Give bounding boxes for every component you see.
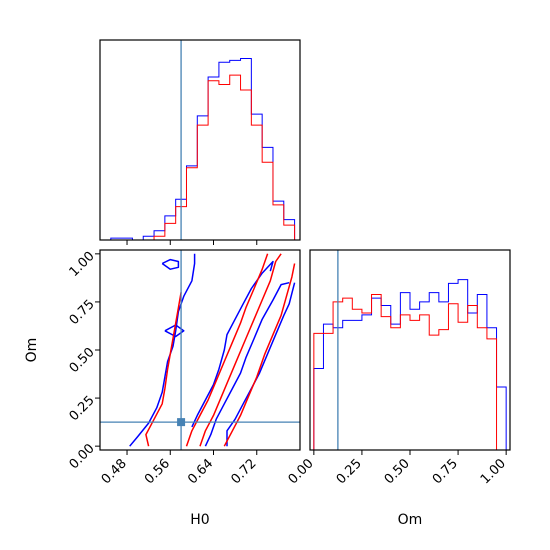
y-tick-label: 0.00 <box>67 441 98 472</box>
x-tick-label: 0.48 <box>99 456 130 487</box>
contour-line-4 <box>191 260 274 428</box>
contour-line-10 <box>223 263 296 447</box>
y-tick-label: 0.25 <box>67 393 98 424</box>
y-axis-label-om: Om <box>24 338 40 363</box>
axis-frame <box>99 39 301 241</box>
contour-line-1 <box>129 253 196 447</box>
plot-area <box>100 40 296 240</box>
x-tick-label: 0.25 <box>334 456 365 487</box>
contour-line-8 <box>185 253 269 447</box>
y-tick-label: 0.75 <box>67 297 98 328</box>
y-tick-label: 1.00 <box>67 249 98 280</box>
contour-panel-h0-om: 0.48 0.56 0.64 0.72 0.00 0.25 0.50 0.75 1.00 H0 Om <box>24 249 301 528</box>
plot-area <box>313 250 507 450</box>
x-tick-label: 0.72 <box>229 456 260 487</box>
contour-line-2 <box>161 258 180 270</box>
plot-area <box>100 250 300 450</box>
contour-line-6 <box>226 282 296 447</box>
x-axis-label-h0: H0 <box>190 512 209 528</box>
contour-line-3 <box>164 324 185 338</box>
x-tick-label: 0.00 <box>286 456 317 487</box>
x-tick-label: 0.64 <box>185 456 216 487</box>
histogram-series-2 <box>100 74 296 240</box>
x-tick-label: 0.56 <box>142 456 173 487</box>
axis-frame <box>309 249 511 451</box>
contour-line-9 <box>199 253 282 447</box>
truth-marker <box>177 418 186 427</box>
histogram-series-1 <box>100 58 296 240</box>
histogram-panel-om: 0.00 0.25 0.50 0.75 1.00 Om <box>286 249 511 528</box>
x-axis-label-om: Om <box>398 512 423 528</box>
x-tick-label: 0.50 <box>382 456 413 487</box>
histogram-panel-h0 <box>99 39 301 245</box>
x-tick-label: 0.75 <box>430 456 461 487</box>
histogram-series-2 <box>313 293 507 450</box>
y-tick-label: 0.50 <box>67 345 98 376</box>
x-tick-label: 1.00 <box>478 456 509 487</box>
contour-line-7 <box>145 292 182 447</box>
